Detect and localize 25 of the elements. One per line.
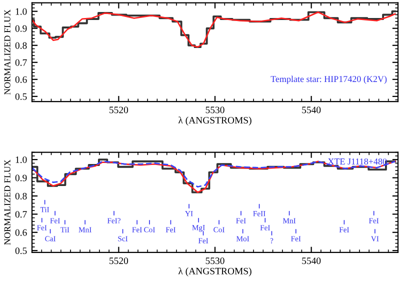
y-axis-title: NORMALIZED FLUX — [4, 160, 10, 245]
y-tick-label: 1.0 — [16, 156, 27, 164]
y-tick-label: 0.5 — [15, 247, 27, 254]
annotation: XTE J1118+480 — [328, 158, 387, 165]
x-axis-title: λ (ANGSTROMS) — [178, 267, 252, 276]
annotation: Template star: HIP17420 (K2V) — [270, 76, 387, 84]
y-tick-label: 0.6 — [15, 76, 27, 83]
y-tick-label: 0.9 — [15, 174, 27, 182]
x-tick-label: 5530 — [206, 258, 224, 264]
line-series — [32, 160, 396, 188]
x-tick-label: 5530 — [206, 106, 224, 114]
y-tick-label: 0.7 — [15, 59, 27, 66]
y-tick-label: 0.6 — [15, 229, 27, 236]
x-tick-label: 5520 — [110, 106, 128, 114]
y-tick-label: 0.8 — [15, 192, 27, 200]
x-tick-label: 5520 — [110, 258, 128, 264]
x-tick-label: 5540 — [302, 106, 321, 114]
y-tick-label: 0.9 — [15, 25, 27, 32]
y-tick-label: 1.0 — [16, 8, 27, 15]
y-axis-title: NORMALIZED FLUX — [4, 10, 10, 95]
y-tick-label: 0.8 — [15, 42, 27, 49]
x-axis-title: λ (ANGSTROMS) — [178, 116, 252, 126]
y-tick-label: 0.7 — [15, 211, 27, 218]
y-tick-label: 0.5 — [15, 93, 27, 100]
x-tick-label: 5540 — [302, 258, 321, 264]
